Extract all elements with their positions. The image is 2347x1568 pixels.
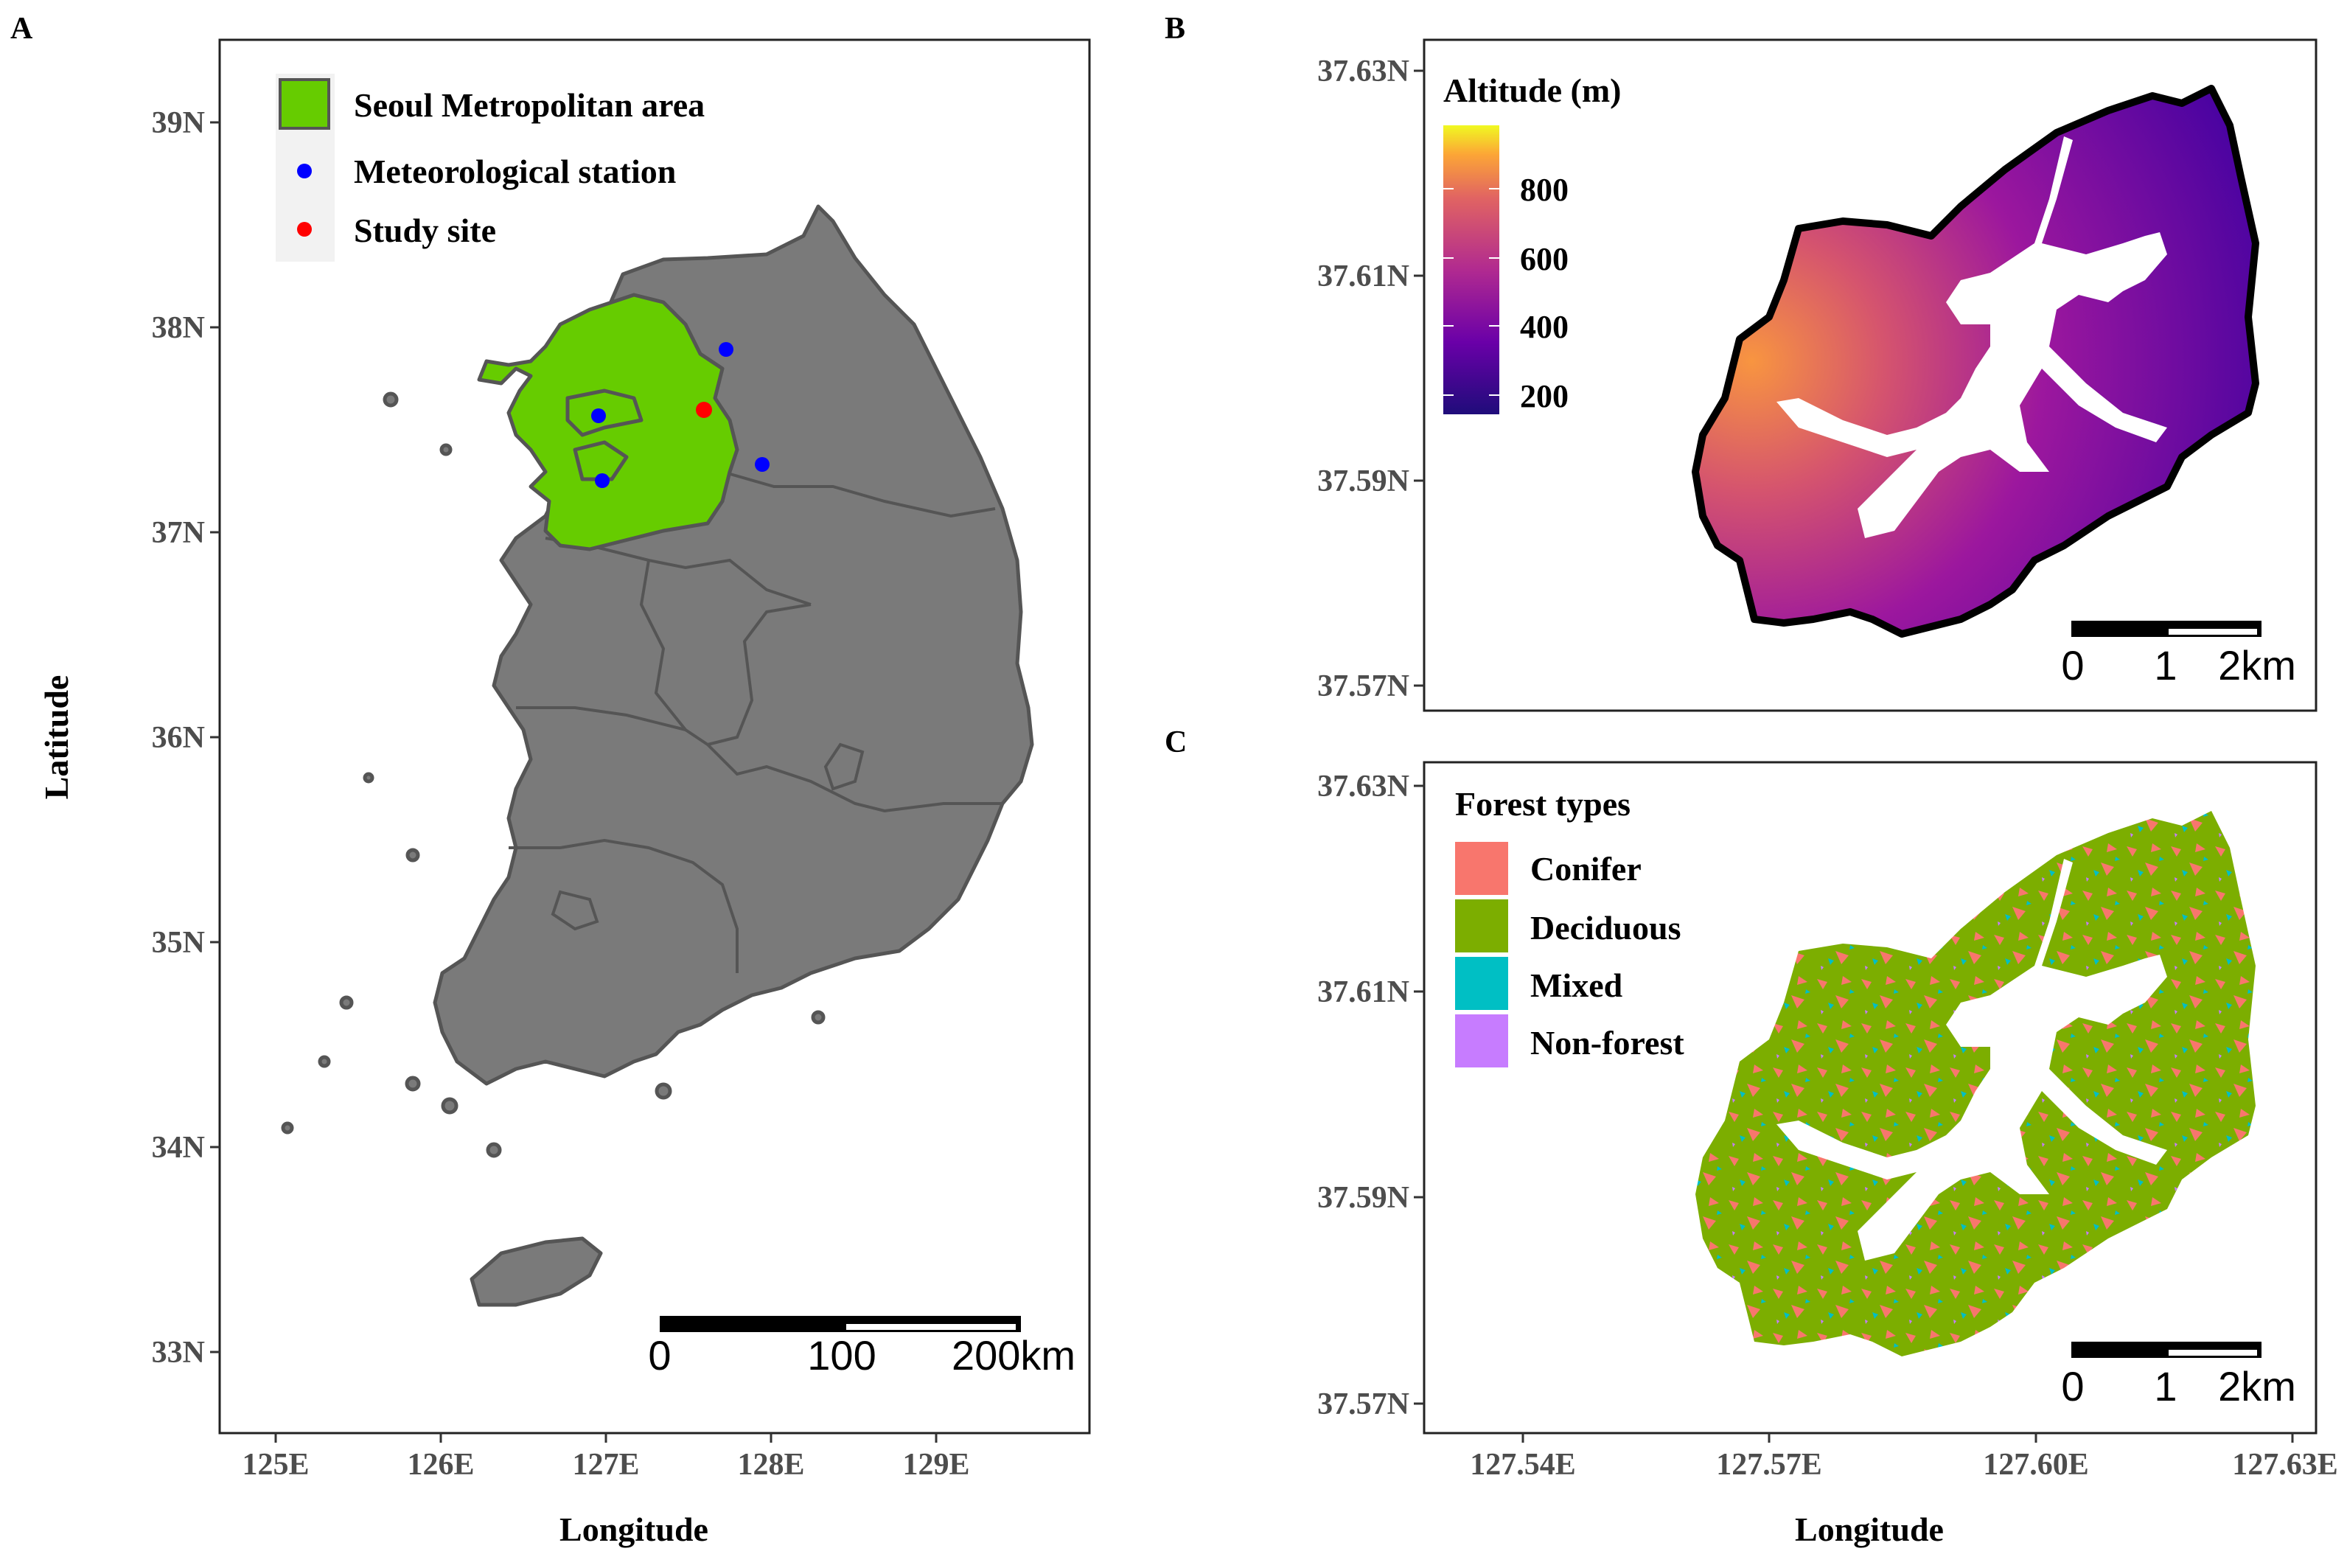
legend-swatch-deciduous (1455, 899, 1508, 952)
c-xtick-3: 127.60E (1983, 1448, 2089, 1482)
c-scale-0: 0 (2061, 1363, 2084, 1410)
panel-a-x-axis: 125E 126E 127E 128E 129E (242, 1433, 970, 1482)
panel-a-y-axis: 39N 38N 37N 36N 35N 34N 33N (152, 106, 220, 1370)
a-scale-100: 100 (807, 1332, 876, 1379)
panel-b-y-axis: 37.63N 37.61N 37.59N 37.57N (1317, 55, 1424, 703)
b-scale-0: 0 (2061, 642, 2084, 689)
legend-swatch-station (297, 164, 312, 178)
legend-swatch-conifer (1455, 842, 1508, 895)
c-xtick-2: 127.57E (1716, 1448, 1822, 1482)
c-ytick-2: 37.61N (1317, 975, 1409, 1009)
a-xtick-128: 128E (737, 1448, 804, 1482)
a-y-axis-title: Latitude (38, 675, 75, 800)
panel-c-y-axis: 37.63N 37.61N 37.59N 37.57N (1317, 770, 1424, 1421)
reservoir (1776, 136, 2167, 538)
c-ytick-3: 37.59N (1317, 1181, 1409, 1215)
b-scale-2: 2km (2218, 642, 2296, 689)
panel-c: C 37.63N 37.61N 37.59N 37.57N 127.54E 12… (1165, 725, 2338, 1548)
a-ytick-36: 36N (152, 721, 205, 755)
c-xtick-4: 127.63E (2232, 1448, 2338, 1482)
b-ytick-3: 37.59N (1317, 464, 1409, 498)
a-ytick-34: 34N (152, 1131, 205, 1165)
a-ytick-37: 37N (152, 516, 205, 550)
a-ytick-39: 39N (152, 106, 205, 140)
station-point (719, 342, 733, 357)
c-ytick-4: 37.57N (1317, 1387, 1409, 1421)
reservoir (1776, 859, 2167, 1261)
panel-c-x-axis: 127.54E 127.57E 127.60E 127.63E (1470, 1433, 2338, 1482)
panel-b-scale-bar: 0 1 2km (2061, 621, 2296, 689)
watershed-forest-map (1695, 811, 2256, 1356)
b-scale-1: 1 (2154, 642, 2177, 689)
meteorological-stations (591, 342, 770, 488)
legend-swatch-study-site (297, 222, 312, 237)
c-legend-title: Forest types (1455, 785, 1631, 823)
panel-b: B 37.63N 37.61N 37.59N 37.57N Altitude (… (1165, 12, 2318, 712)
station-point (595, 473, 610, 488)
panel-c-legend: Forest types Conifer Deciduous Mixed Non… (1455, 785, 1684, 1067)
c-xtick-1: 127.54E (1470, 1448, 1576, 1482)
legend-non-forest-label: Non-forest (1530, 1024, 1684, 1062)
b-ytick-2: 37.61N (1317, 259, 1409, 293)
panel-b-letter: B (1165, 12, 1185, 46)
panel-a: A 39N 38N 37N 36N 35N 34N 33N Latitude (10, 12, 1091, 1548)
altitude-colorbar (1443, 125, 1499, 414)
legend-swatch-mixed (1455, 957, 1508, 1010)
station-point (591, 408, 606, 423)
colorbar-label-400: 400 (1520, 309, 1569, 345)
legend-swatch-non-forest (1455, 1014, 1508, 1067)
a-xtick-129: 129E (902, 1448, 969, 1482)
a-ytick-33: 33N (152, 1336, 205, 1370)
b-legend-title: Altitude (m) (1443, 72, 1621, 109)
a-xtick-127: 127E (572, 1448, 639, 1482)
c-x-axis-title: Longitude (1795, 1510, 1944, 1548)
legend-study-site-label: Study site (354, 212, 496, 249)
panel-a-scale-bar: 0 100 200km (648, 1316, 1075, 1379)
a-scale-200: 200km (952, 1332, 1075, 1379)
legend-conifer-label: Conifer (1530, 850, 1642, 888)
seoul-metropolitan-area (477, 293, 739, 551)
watershed-altitude-map (1692, 85, 2259, 638)
a-xtick-125: 125E (242, 1448, 309, 1482)
study-site-point (696, 402, 712, 418)
a-ytick-38: 38N (152, 311, 205, 345)
panel-c-scale-bar: 0 1 2km (2061, 1342, 2296, 1410)
legend-deciduous-label: Deciduous (1530, 909, 1681, 947)
province-boundaries (509, 470, 1002, 973)
jeju-island (470, 1236, 603, 1307)
legend-swatch-seoul (279, 78, 330, 130)
b-ytick-4: 37.57N (1317, 669, 1409, 703)
c-ytick-1: 37.63N (1317, 770, 1409, 804)
legend-mixed-label: Mixed (1530, 966, 1623, 1004)
c-scale-2: 2km (2218, 1363, 2296, 1410)
a-ytick-35: 35N (152, 926, 205, 960)
colorbar-label-200: 200 (1520, 378, 1569, 414)
b-ytick-1: 37.63N (1317, 55, 1409, 88)
c-scale-1: 1 (2154, 1363, 2177, 1410)
colorbar-label-600: 600 (1520, 241, 1569, 277)
legend-seoul-label: Seoul Metropolitan area (354, 86, 705, 124)
panel-b-legend: Altitude (m) 800 600 400 200 (1443, 72, 1621, 414)
legend-station-label: Meteorological station (354, 153, 676, 190)
a-scale-0: 0 (648, 1332, 671, 1379)
colorbar-label-800: 800 (1520, 172, 1569, 208)
panel-c-letter: C (1165, 725, 1187, 759)
a-x-axis-title: Longitude (559, 1510, 708, 1548)
station-point (755, 457, 770, 472)
panel-a-letter: A (10, 12, 33, 46)
a-xtick-126: 126E (407, 1448, 474, 1482)
panel-a-legend: Seoul Metropolitan area Meteorological s… (276, 74, 705, 262)
